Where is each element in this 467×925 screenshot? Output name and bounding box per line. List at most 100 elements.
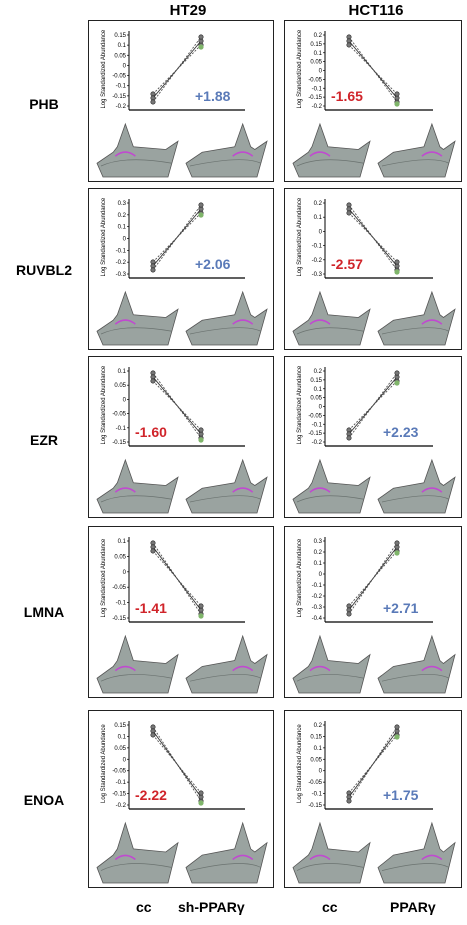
- data-point: [198, 603, 204, 609]
- surface-plot: [377, 458, 456, 514]
- surface-plot: [185, 122, 268, 178]
- abundance-plot: 0.3 0.2 0.1 0 -0.1 -0.2 -0.3 Log Standardized A…: [96, 197, 268, 346]
- spot-outline: [232, 665, 254, 672]
- panel-lmna-right: 0.3 0.2 0.1 0 -0.1 -0.2 -0.3 -0.4 Log Standardiz…: [284, 526, 462, 698]
- data-point: [150, 99, 156, 105]
- data-point: [150, 732, 156, 738]
- spot-outline: [232, 151, 254, 157]
- y-tick-label: -0.05: [308, 77, 322, 83]
- surface-contour: [189, 495, 262, 503]
- panel-ezr-right: 0.2 0.15 0.1 0.05 0 -0.05 -0.1 -0.15 -0.2 Log Sta…: [284, 356, 462, 518]
- y-tick-label: -0.2: [312, 258, 323, 264]
- replicate-line: [152, 204, 202, 271]
- fold-change-label: +2.23: [383, 424, 419, 440]
- data-point: [346, 798, 352, 804]
- surface-plot: [377, 634, 456, 694]
- replicate-line: [348, 726, 398, 802]
- data-point: [198, 202, 204, 208]
- y-tick-label: -0.1: [312, 422, 323, 428]
- abundance-plot: 0.2 0.15 0.1 0.05 0 -0.05 -0.1 -0.15 -0.2 Log Sta…: [292, 365, 456, 514]
- surface-contour: [100, 159, 173, 167]
- data-point: [198, 790, 204, 796]
- replicate-line: [348, 380, 398, 431]
- panel-ruvbl2-right: 0.2 0.1 0 -0.1 -0.2 -0.3 Log Standardized Abun…: [284, 188, 462, 350]
- surface-contour: [381, 674, 450, 682]
- marker-point: [198, 44, 204, 50]
- y-tick-label: 0.3: [314, 539, 323, 545]
- y-tick-label: -0.2: [312, 594, 323, 600]
- surface-contour: [100, 327, 173, 335]
- panel-lmna-left: 0.1 0.05 0 -0.05 -0.1 -0.15 Log Standardized A…: [88, 526, 274, 698]
- y-tick-label: -0.05: [112, 585, 126, 591]
- fold-change-label: -1.41: [135, 600, 167, 616]
- row-label-ezr: EZR: [30, 432, 58, 448]
- y-tick-label: -0.2: [116, 104, 127, 110]
- surface-contour: [296, 159, 365, 167]
- data-point: [198, 427, 204, 433]
- surface-contour: [100, 495, 173, 503]
- abundance-plot: 0.1 0.05 0 -0.05 -0.1 -0.15 Log Standardized A…: [96, 365, 268, 514]
- surface-contour: [381, 495, 450, 503]
- y-tick-label: 0.15: [310, 378, 322, 384]
- fold-change-label: +2.71: [383, 600, 419, 616]
- y-tick-label: 0.1: [314, 746, 323, 752]
- spot-outline: [421, 665, 443, 672]
- replicate-line: [152, 380, 202, 431]
- spot-outline: [114, 665, 136, 672]
- surface-plot: [292, 290, 371, 346]
- y-tick-label: 0.1: [118, 225, 127, 231]
- y-tick-label: 0.1: [314, 51, 323, 57]
- abundance-plot: 0.2 0.1 0 -0.1 -0.2 -0.3 Log Standardized Abun…: [292, 197, 456, 346]
- replicate-line: [348, 542, 398, 615]
- surface-plot: [96, 290, 179, 346]
- y-tick-label: 0: [319, 405, 323, 411]
- surface-contour: [381, 159, 450, 167]
- y-axis-label: Log Standardized Abundance: [297, 724, 303, 803]
- y-tick-label: -0.1: [312, 86, 323, 92]
- surface-contour: [381, 863, 450, 871]
- y-axis-label: Log Standardized Abundance: [101, 538, 107, 617]
- data-point: [150, 267, 156, 273]
- y-tick-label: -0.1: [116, 601, 127, 607]
- row-label-ruvbl2: RUVBL2: [15, 262, 72, 278]
- surface-plot: [96, 122, 179, 178]
- abundance-plot: 0.15 0.1 0.05 0 -0.05 -0.1 -0.15 -0.2 Log Standa…: [96, 29, 268, 178]
- data-point: [394, 724, 400, 730]
- replicate-line: [348, 208, 398, 267]
- condition-label-left-knockdown: sh-PPARγ: [178, 899, 245, 915]
- surface-plot: [185, 458, 268, 514]
- replicate-line: [152, 726, 202, 802]
- y-axis-label: Log Standardized Abundance: [297, 197, 303, 276]
- marker-point: [394, 734, 400, 740]
- spot-outline: [232, 854, 254, 861]
- y-tick-label: 0.1: [118, 539, 127, 545]
- replicate-line: [348, 212, 398, 263]
- y-tick-label: -0.1: [312, 244, 323, 250]
- y-tick-label: -0.2: [312, 440, 323, 446]
- y-tick-label: 0.1: [118, 734, 127, 740]
- data-point: [394, 259, 400, 265]
- data-point: [198, 34, 204, 40]
- y-tick-label: 0.1: [118, 43, 127, 49]
- surface-plot: [377, 821, 456, 884]
- y-tick-label: 0: [319, 769, 323, 775]
- y-tick-label: 0.1: [314, 561, 323, 567]
- y-tick-label: -0.15: [308, 431, 322, 437]
- fold-change-label: -1.65: [331, 88, 363, 104]
- y-tick-label: 0.1: [314, 387, 323, 393]
- y-tick-label: 0.05: [114, 554, 126, 560]
- y-tick-label: -0.15: [112, 94, 126, 100]
- y-tick-label: 0.05: [310, 396, 322, 402]
- surface-plot: [185, 821, 268, 884]
- replicate-line: [348, 44, 398, 95]
- y-tick-label: -0.1: [312, 583, 323, 589]
- surface-plot: [185, 290, 268, 346]
- panel-ruvbl2-left: 0.3 0.2 0.1 0 -0.1 -0.2 -0.3 Log Standardized A…: [88, 188, 274, 350]
- y-tick-label: -0.3: [312, 605, 323, 611]
- surface-plot: [292, 122, 371, 178]
- data-point: [150, 548, 156, 554]
- y-axis-label: Log Standardized Abundance: [101, 197, 107, 276]
- y-tick-label: 0.15: [310, 734, 322, 740]
- surface-plot: [96, 634, 179, 694]
- replicate-line: [152, 212, 202, 263]
